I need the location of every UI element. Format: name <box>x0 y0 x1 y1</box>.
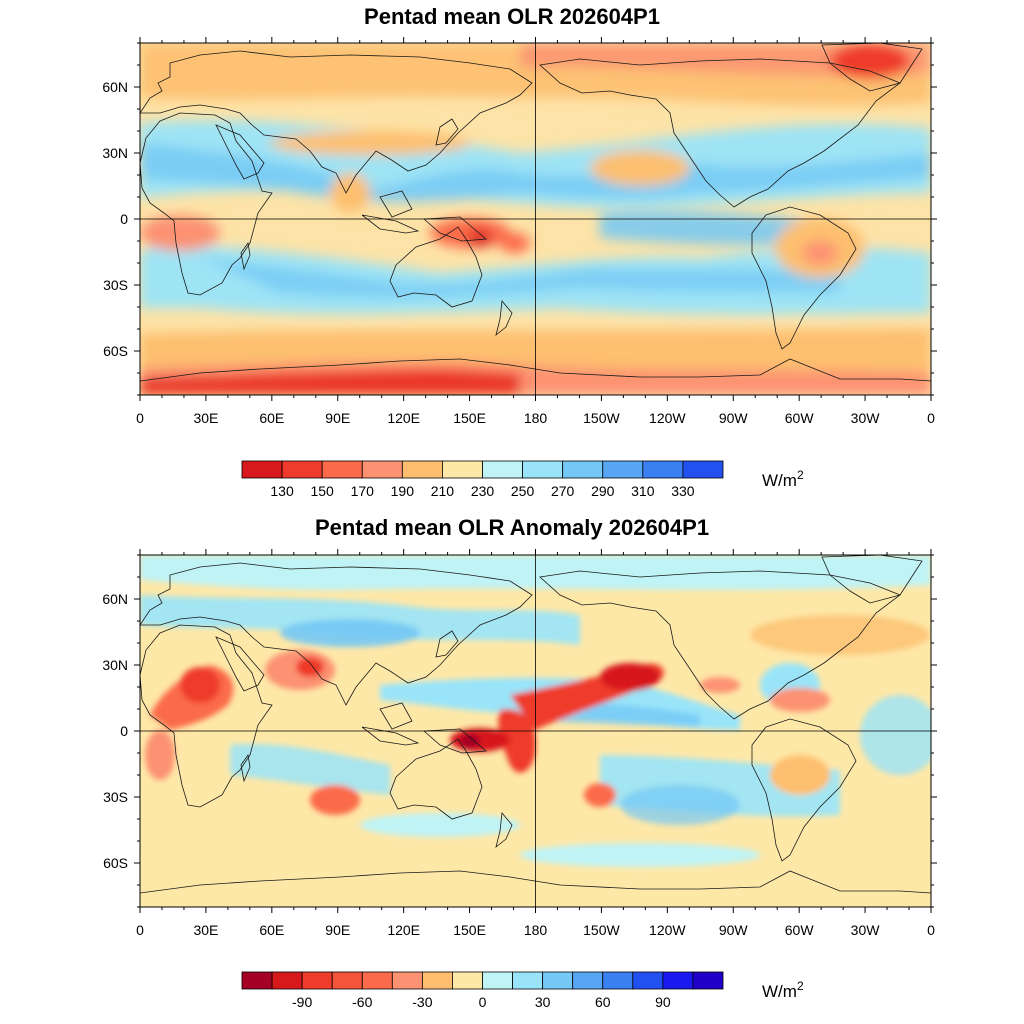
lon-label: 150W <box>583 410 620 426</box>
lat-label: 30N <box>102 145 128 161</box>
lat-label: 0 <box>120 723 128 739</box>
colorbar-swatch <box>642 460 684 479</box>
colorbar-swatch <box>632 971 664 990</box>
lon-label: 0 <box>927 922 935 938</box>
colorbar-swatch <box>321 460 363 479</box>
colorbar-label: 310 <box>631 483 655 499</box>
lon-label: 30W <box>851 922 881 938</box>
lon-label: 60E <box>259 922 284 938</box>
lon-label: 150E <box>453 922 486 938</box>
lat-label: 30S <box>103 789 128 805</box>
lat-label: 60N <box>102 79 128 95</box>
colorbar-swatch <box>662 971 694 990</box>
colorbar-label: 30 <box>535 994 551 1010</box>
olr-map: 60N 30N 0 30S 60S 0 30E 60E 90E 120E 150E 180 150W 1… <box>102 37 937 499</box>
lon-label: 0 <box>136 410 144 426</box>
colorbar-swatch <box>482 971 513 990</box>
lon-label: 60W <box>785 410 815 426</box>
lat-label: 60N <box>102 591 128 607</box>
colorbar-swatch <box>542 971 574 990</box>
colorbar-label: 250 <box>511 483 535 499</box>
lon-label: 180 <box>524 410 548 426</box>
colorbar-label: 90 <box>655 994 671 1010</box>
longitude-labels: 0 30E 60E 90E 120E 150E 180 150W 120W 90W 60W 30W 0 <box>136 922 935 938</box>
lon-label: 120W <box>649 922 686 938</box>
colorbar-swatch <box>522 460 564 479</box>
colorbar-label: 0 <box>479 994 487 1010</box>
lon-label: 30E <box>193 922 218 938</box>
colorbar-swatch <box>442 460 483 479</box>
lat-label: 30N <box>102 657 128 673</box>
colorbar-swatch <box>401 460 443 479</box>
lon-label: 60W <box>785 922 815 938</box>
colorbar-swatch <box>452 971 483 990</box>
colorbar-swatch <box>692 971 724 990</box>
colorbar-unit: W/m2 <box>762 979 804 1001</box>
colorbar-label: 230 <box>471 483 495 499</box>
colorbar-swatch <box>361 971 393 990</box>
lon-label: 150W <box>583 922 620 938</box>
axis-ticks <box>134 37 937 401</box>
olr-anomaly-colorbar: -90 -60 -30 0 30 60 90 W/m2 <box>241 971 804 1010</box>
colorbar-label: 150 <box>310 483 334 499</box>
lon-label: 120E <box>387 922 420 938</box>
colorbar-label: 210 <box>431 483 455 499</box>
colorbar-swatch <box>271 971 303 990</box>
lon-label: 120W <box>649 410 686 426</box>
colorbar-label: -60 <box>352 994 372 1010</box>
lon-label: 90W <box>719 410 749 426</box>
lon-label: 90E <box>325 410 350 426</box>
axis-ticks <box>134 549 937 913</box>
olr-anomaly-map: 60N 30N 0 30S 60S 0 30E 60E 90E 120E 150E 180 150W 1… <box>102 549 937 1010</box>
colorbar-label: 290 <box>591 483 615 499</box>
lat-label: 60S <box>103 343 128 359</box>
lon-label: 0 <box>136 922 144 938</box>
colorbar-swatch <box>241 971 273 990</box>
colorbar-swatch <box>391 971 423 990</box>
colorbar-label: -90 <box>292 994 312 1010</box>
lon-label: 90W <box>719 922 749 938</box>
latitude-labels: 60N 30N 0 30S 60S <box>102 79 128 359</box>
colorbar-unit: W/m2 <box>762 468 804 490</box>
colorbar-label: 130 <box>270 483 294 499</box>
colorbar-swatch <box>421 971 453 990</box>
colorbar-swatch <box>482 460 523 479</box>
colorbar-swatch <box>682 460 724 479</box>
colorbar-label: 330 <box>671 483 695 499</box>
lon-label: 0 <box>927 410 935 426</box>
lat-label: 60S <box>103 855 128 871</box>
olr-colorbar: 130 150 170 190 210 230 250 270 290 310 330 W/m2 <box>241 460 804 499</box>
lon-label: 90E <box>325 922 350 938</box>
lat-label: 30S <box>103 277 128 293</box>
latitude-labels: 60N 30N 0 30S 60S <box>102 591 128 871</box>
colorbar-label: 190 <box>391 483 415 499</box>
colorbar-swatch <box>602 971 634 990</box>
colorbar-swatch <box>281 460 323 479</box>
longitude-labels: 0 30E 60E 90E 120E 150E 180 150W 120W 90W 60W 30W 0 <box>136 410 935 426</box>
lon-label: 60E <box>259 410 284 426</box>
bottom-panel-title: Pentad mean OLR Anomaly 202604P1 <box>314 515 710 540</box>
colorbar-swatch <box>361 460 403 479</box>
colorbar-swatch <box>301 971 333 990</box>
lon-label: 180 <box>524 922 548 938</box>
colorbar-label: -30 <box>412 994 432 1010</box>
top-panel-title: Pentad mean OLR 202604P1 <box>364 4 660 29</box>
lon-label: 120E <box>387 410 420 426</box>
lon-label: 150E <box>453 410 486 426</box>
colorbar-label: 170 <box>351 483 375 499</box>
colorbar-label: 60 <box>595 994 611 1010</box>
colorbar-swatch <box>512 971 544 990</box>
lat-label: 0 <box>120 211 128 227</box>
lon-label: 30W <box>851 410 881 426</box>
colorbar-swatch <box>562 460 604 479</box>
colorbar-label: 270 <box>551 483 575 499</box>
colorbar-swatch <box>241 460 283 479</box>
colorbar-swatch <box>572 971 604 990</box>
colorbar-swatch <box>331 971 363 990</box>
lon-label: 30E <box>193 410 218 426</box>
colorbar-swatch <box>602 460 644 479</box>
